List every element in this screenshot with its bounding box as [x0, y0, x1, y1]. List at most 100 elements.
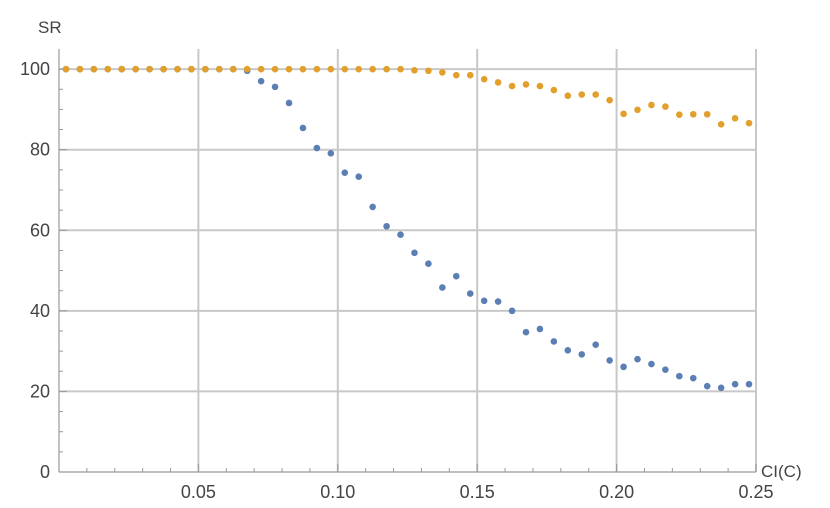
data-point	[745, 119, 753, 127]
grid-lines	[59, 49, 757, 472]
data-point	[188, 65, 195, 73]
data-point	[536, 325, 544, 333]
data-point	[676, 111, 683, 118]
data-point	[634, 106, 641, 114]
data-point	[425, 67, 432, 75]
y-tick-label: 20	[30, 381, 50, 401]
data-point	[369, 65, 376, 73]
data-point	[271, 83, 279, 91]
data-point	[327, 65, 335, 73]
data-point	[662, 366, 669, 373]
data-point	[397, 231, 404, 239]
x-tick-label: 0.05	[181, 482, 216, 502]
data-point	[383, 222, 390, 230]
data-point	[522, 328, 530, 336]
data-point	[480, 297, 488, 305]
data-point	[494, 79, 502, 86]
data-point	[578, 351, 586, 358]
data-point	[606, 96, 613, 104]
y-tick-label: 40	[30, 301, 50, 321]
y-tick-label: 0	[40, 462, 50, 482]
axes	[58, 49, 756, 473]
data-point	[62, 65, 70, 73]
data-point	[118, 65, 126, 73]
data-point	[132, 65, 139, 73]
data-point	[717, 384, 725, 392]
data-point	[425, 260, 432, 268]
data-point	[676, 372, 683, 380]
data-point	[634, 355, 641, 363]
data-point	[285, 99, 293, 107]
y-tick-label: 80	[30, 140, 50, 160]
data-point	[731, 114, 739, 122]
data-point	[341, 65, 349, 73]
data-point	[285, 65, 293, 73]
data-point	[550, 86, 558, 94]
data-point	[355, 65, 363, 73]
x-tick-label: 0.25	[738, 482, 773, 502]
axis-ticks: 0.05 0.10 0.15 0.20 0.25 0 20 40 60 80 100	[20, 59, 774, 502]
data-point	[592, 91, 599, 98]
data-point	[648, 101, 655, 109]
y-axis-label: SR	[38, 18, 62, 37]
data-point	[397, 65, 404, 73]
data-point	[90, 65, 98, 73]
data-point	[452, 71, 460, 79]
data-point	[257, 65, 265, 73]
y-tick-label: 60	[30, 220, 50, 240]
data-point	[216, 65, 223, 73]
data-points	[62, 65, 753, 392]
data-point	[243, 65, 251, 73]
data-point	[452, 272, 460, 280]
data-point	[620, 110, 627, 118]
data-point	[466, 71, 474, 79]
data-point	[564, 347, 572, 354]
data-point	[508, 307, 516, 315]
data-point	[606, 357, 613, 364]
data-point	[411, 249, 418, 257]
data-point	[229, 65, 237, 73]
data-point	[355, 173, 363, 181]
data-point	[341, 169, 349, 176]
data-point	[522, 81, 530, 88]
data-point	[550, 338, 558, 345]
data-point	[731, 380, 739, 388]
data-point	[411, 67, 418, 74]
data-point	[160, 65, 167, 73]
data-point	[564, 92, 572, 100]
y-tick-label: 100	[20, 59, 50, 79]
data-point	[689, 374, 697, 382]
data-point	[717, 121, 725, 128]
data-point	[383, 65, 390, 73]
data-point	[508, 82, 516, 90]
data-point	[271, 65, 279, 73]
data-point	[202, 65, 209, 73]
data-point	[745, 380, 753, 388]
series-1	[62, 65, 753, 392]
data-point	[662, 103, 669, 110]
data-point	[299, 65, 307, 73]
data-point	[494, 298, 502, 305]
data-point	[174, 65, 181, 73]
data-point	[592, 341, 599, 348]
data-point	[104, 65, 112, 73]
data-point	[703, 382, 711, 390]
data-point	[439, 69, 446, 76]
x-tick-label: 0.10	[320, 482, 355, 502]
data-point	[313, 144, 321, 152]
x-tick-label: 0.15	[460, 482, 495, 502]
data-point	[439, 284, 446, 291]
data-point	[703, 110, 711, 118]
data-point	[146, 65, 153, 73]
x-axis-label: CI(C)	[761, 462, 802, 481]
data-point	[369, 203, 376, 211]
data-point	[689, 110, 697, 118]
x-tick-label: 0.20	[599, 482, 634, 502]
data-point	[480, 75, 488, 83]
data-point	[536, 82, 544, 90]
data-point	[299, 124, 307, 132]
data-point	[313, 65, 321, 73]
data-point	[620, 363, 627, 371]
data-point	[257, 77, 265, 85]
